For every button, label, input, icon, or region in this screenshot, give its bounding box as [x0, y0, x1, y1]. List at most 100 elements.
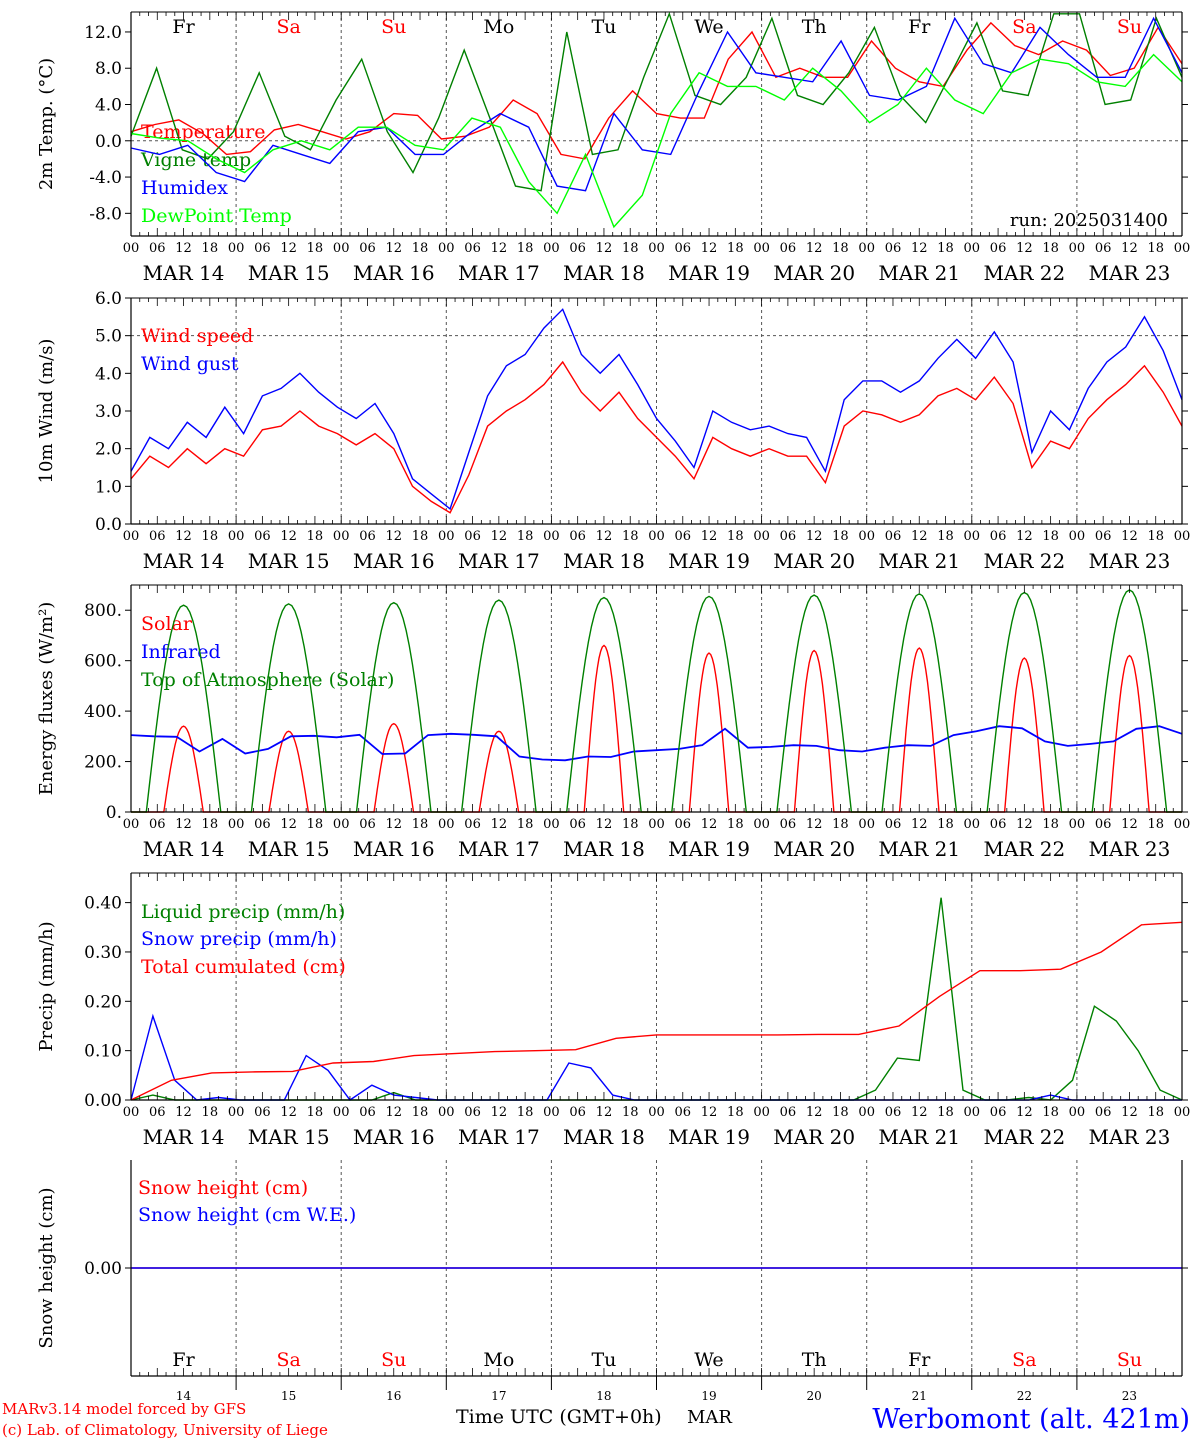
day-name-top: Th [802, 16, 827, 38]
hour-tick-label: 12 [491, 817, 508, 832]
hour-tick-label: 06 [254, 1105, 271, 1120]
legend-entry: Humidex [141, 177, 228, 199]
hour-tick-label: 00 [1069, 1105, 1086, 1120]
hour-tick-label: 18 [1042, 1105, 1059, 1120]
hour-tick-label: 18 [517, 1105, 534, 1120]
hour-tick-label: 12 [806, 817, 823, 832]
date-label: MAR 16 [353, 1125, 435, 1149]
hour-tick-label: 18 [202, 241, 219, 256]
y-axis-label: 10m Wind (m/s) [36, 339, 57, 484]
date-label: MAR 14 [143, 261, 225, 285]
hour-tick-label: 06 [885, 817, 902, 832]
hour-tick-label: 00 [1069, 817, 1086, 832]
hour-tick-label: 12 [596, 241, 613, 256]
date-label: MAR 17 [458, 837, 540, 861]
day-name-bottom: Sa [276, 1349, 300, 1371]
hour-tick-label: 06 [1095, 529, 1112, 544]
station-name: Werbomont (alt. 421m) [872, 1404, 1190, 1435]
hour-tick-label: 00 [753, 529, 770, 544]
date-label: MAR 18 [563, 1125, 645, 1149]
hour-tick-label: 18 [517, 529, 534, 544]
hour-tick-label: 00 [753, 817, 770, 832]
hour-tick-label: 00 [753, 1105, 770, 1120]
hour-tick-label: 18 [1147, 817, 1164, 832]
date-label: MAR 16 [353, 549, 435, 573]
hour-tick-label: 06 [990, 529, 1007, 544]
day-name-top: Tu [591, 16, 616, 38]
series-line-1-1 [130, 308, 1183, 511]
hour-tick-label: 06 [569, 1105, 586, 1120]
hour-tick-label: 18 [307, 1105, 324, 1120]
hour-tick-label: 12 [1121, 241, 1138, 256]
date-label: MAR 14 [143, 549, 225, 573]
date-label: MAR 21 [878, 261, 960, 285]
day-number: 18 [596, 1389, 611, 1403]
hour-tick-label: 06 [464, 817, 481, 832]
day-number: 19 [701, 1389, 716, 1403]
day-number: 22 [1017, 1389, 1032, 1403]
y-tick-label: 1.0 [95, 477, 122, 497]
y-tick-label: 800. [84, 601, 122, 621]
date-label: MAR 15 [248, 1125, 330, 1149]
y-axis-label: Snow height (cm) [36, 1187, 57, 1348]
hour-tick-label: 06 [885, 241, 902, 256]
y-tick-label: 0. [106, 803, 122, 823]
hour-tick-label: 12 [911, 241, 928, 256]
series-line-2-1 [130, 725, 1183, 762]
copyright: (c) Lab. of Climatology, University of L… [2, 1421, 328, 1439]
date-label: MAR 20 [773, 1125, 855, 1149]
hour-tick-label: 00 [438, 241, 455, 256]
date-label: MAR 20 [773, 261, 855, 285]
hour-tick-label: 06 [780, 241, 797, 256]
hour-tick-label: 18 [937, 1105, 954, 1120]
day-name-bottom: Th [802, 1349, 827, 1371]
hour-tick-label: 00 [648, 817, 665, 832]
date-label: MAR 18 [563, 261, 645, 285]
hour-tick-label: 12 [385, 529, 402, 544]
date-label: MAR 20 [773, 549, 855, 573]
run-label: run: 2025031400 [1010, 210, 1168, 231]
date-label: MAR 23 [1089, 1125, 1171, 1149]
hour-tick-label: 00 [333, 529, 350, 544]
hour-tick-label: 12 [280, 241, 297, 256]
hour-tick-label: 00 [543, 817, 560, 832]
hour-tick-label: 12 [491, 241, 508, 256]
legend-entry: Top of Atmosphere (Solar) [141, 669, 394, 691]
date-label: MAR 19 [668, 837, 750, 861]
y-tick-label: 2.0 [95, 440, 122, 460]
hour-tick-label: 18 [202, 1105, 219, 1120]
hour-tick-label: 12 [175, 1105, 192, 1120]
hour-tick-label: 12 [491, 529, 508, 544]
hour-tick-label: 18 [202, 817, 219, 832]
hour-tick-label: 18 [517, 817, 534, 832]
date-label: MAR 17 [458, 261, 540, 285]
day-name-top: Sa [276, 16, 300, 38]
y-tick-label: 6.0 [95, 289, 122, 309]
day-number: 21 [912, 1389, 927, 1403]
legend-entry: Vigne temp [140, 149, 251, 171]
hour-tick-label: 18 [307, 817, 324, 832]
day-name-bottom: Tu [591, 1349, 616, 1371]
model-credit: MARv3.14 model forced by GFS [2, 1400, 246, 1418]
hour-tick-label: 00 [123, 529, 140, 544]
date-label: MAR 21 [878, 549, 960, 573]
hour-tick-label: 06 [780, 817, 797, 832]
series-line-1-0 [130, 360, 1183, 514]
hour-tick-label: 18 [727, 817, 744, 832]
date-label: MAR 15 [248, 549, 330, 573]
legend-entry: Infrared [141, 641, 221, 663]
hour-tick-label: 12 [280, 817, 297, 832]
hour-tick-label: 18 [412, 817, 429, 832]
day-number: 15 [281, 1389, 296, 1403]
hour-tick-label: 12 [806, 529, 823, 544]
hour-tick-label: 06 [464, 1105, 481, 1120]
hour-tick-label: 00 [648, 529, 665, 544]
hour-tick-label: 12 [175, 817, 192, 832]
date-label: MAR 18 [563, 549, 645, 573]
hour-tick-label: 00 [228, 817, 245, 832]
date-label: MAR 22 [983, 549, 1065, 573]
hour-tick-label: 00 [1174, 529, 1191, 544]
series-line-3-2 [130, 921, 1183, 1101]
hour-tick-label: 06 [1095, 1105, 1112, 1120]
